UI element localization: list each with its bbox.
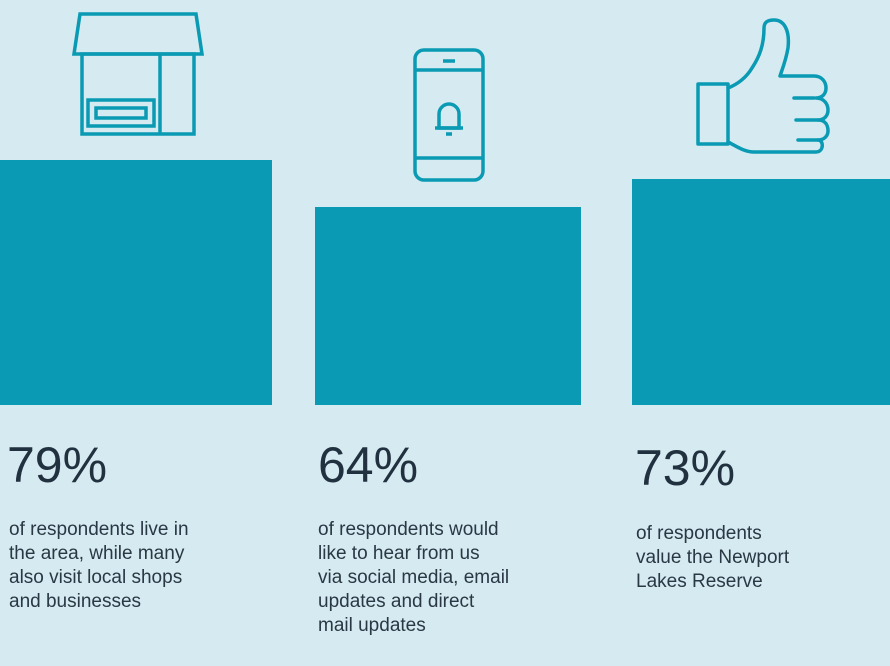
percent-label: 73% <box>635 440 736 496</box>
description-text: of respondents would like to hear from u… <box>318 519 510 636</box>
smartphone-notification-icon <box>413 48 485 182</box>
thumbs-up-icon <box>696 18 830 154</box>
percent-label: 64% <box>318 437 419 493</box>
bar-64 <box>315 207 581 405</box>
storefront-icon <box>71 12 205 136</box>
bar-73 <box>632 179 890 405</box>
bar-79 <box>0 160 272 405</box>
description-text: of respondents live in the area, while m… <box>9 519 189 612</box>
percent-label: 79% <box>7 437 108 493</box>
description-text: of respondents value the Newport Lakes R… <box>636 523 790 592</box>
